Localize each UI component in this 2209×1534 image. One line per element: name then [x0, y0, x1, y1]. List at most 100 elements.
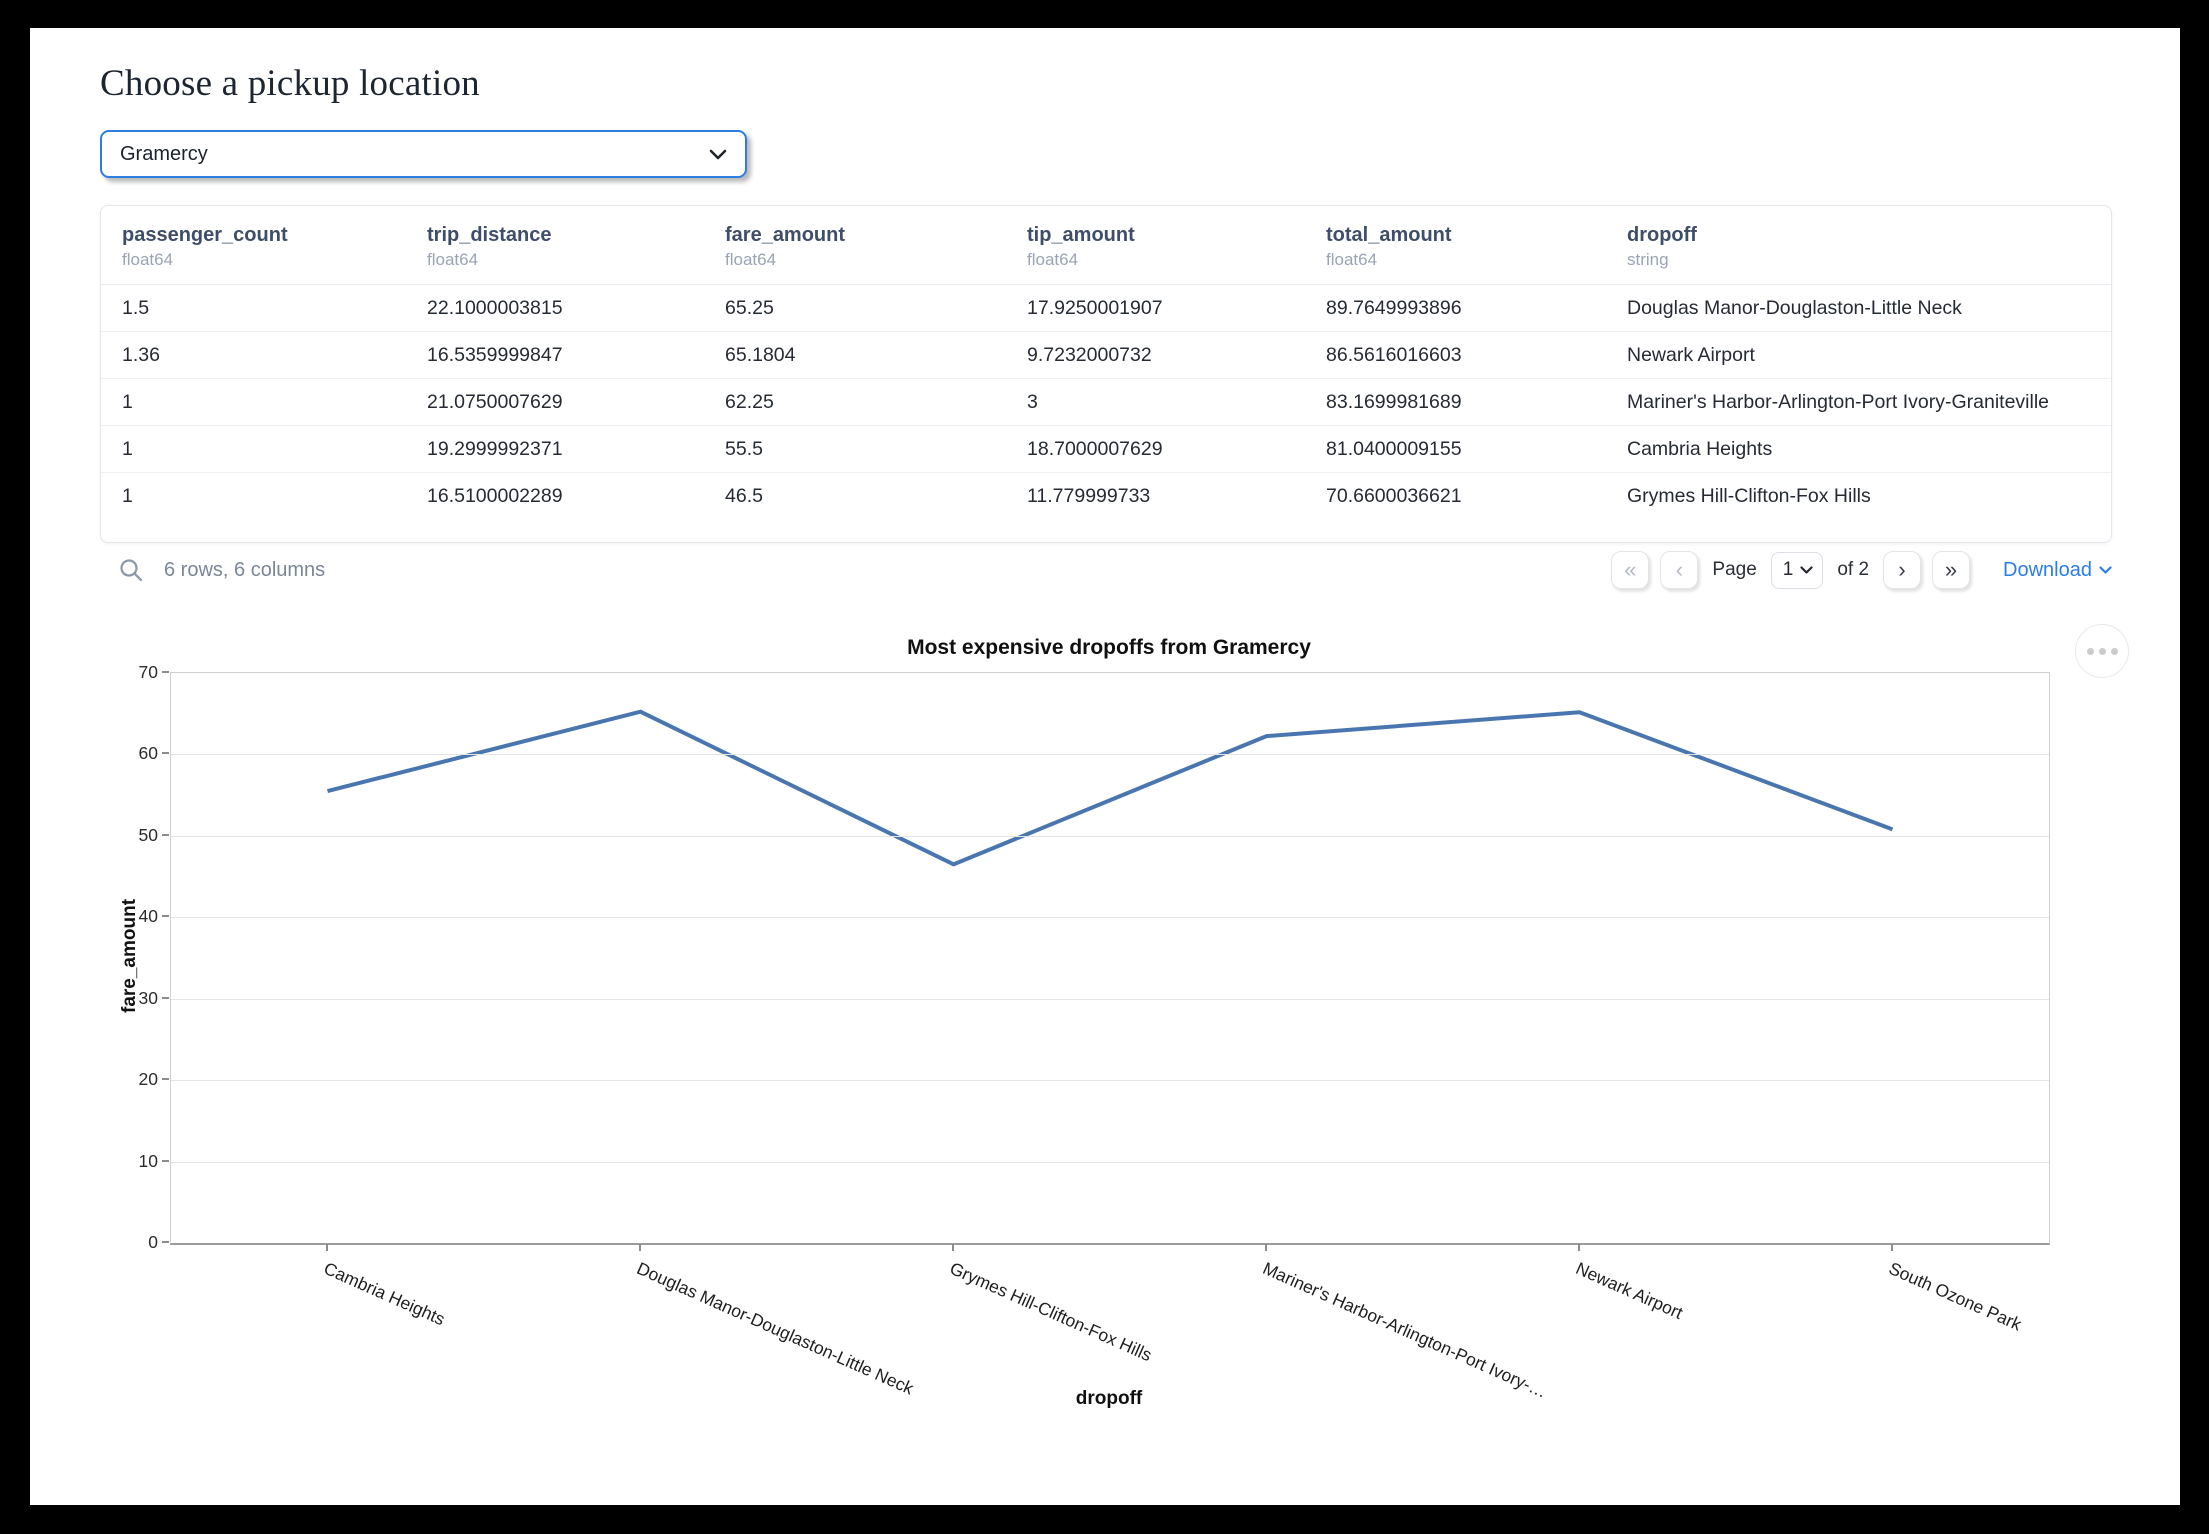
table-row: 1.5 22.1000003815 65.25 17.9250001907 89.764… [101, 285, 2111, 331]
pickup-location-value: Gramercy [120, 142, 208, 165]
x-tick-mark [325, 1244, 328, 1251]
y-tick-label: 70 [138, 662, 158, 682]
column-header: tip_amount float64 [1027, 224, 1326, 270]
gridline [171, 1161, 2049, 1163]
data-table: passenger_count float64 trip_distance float… [100, 205, 2112, 543]
last-page-button[interactable]: » [1932, 551, 1971, 589]
table-cell: 1 [122, 484, 133, 507]
y-tick-label: 40 [138, 906, 158, 927]
y-tick-label: 60 [138, 743, 158, 764]
chart-line [327, 709, 1894, 867]
pickup-location-select[interactable]: Gramercy [100, 130, 747, 178]
table-cell: 1.5 [122, 296, 150, 319]
gridline [171, 1080, 2049, 1082]
y-tick-label: 20 [138, 1069, 158, 1090]
ellipsis-icon [2086, 647, 2094, 655]
table-cell: 83.1699981689 [1326, 390, 1462, 413]
column-header: fare_amount float64 [725, 224, 1027, 270]
download-button[interactable]: Download [2003, 559, 2112, 582]
gridline [171, 998, 2049, 1000]
y-tick-mark [162, 996, 169, 999]
y-tick-mark [162, 833, 169, 836]
app-window: Choose a pickup location Gramercy passen… [30, 28, 2180, 1505]
table-row: 1 19.2999992371 55.5 18.7000007629 81.040000… [101, 425, 2111, 472]
chevron-down-icon [2099, 566, 2112, 574]
y-tick-mark [162, 1078, 169, 1081]
table-cell: 55.5 [725, 437, 763, 460]
table-cell: 21.0750007629 [427, 390, 563, 413]
chart-title: Most expensive dropoffs from Gramercy [907, 636, 1311, 659]
chart-plot[interactable] [170, 672, 2050, 1245]
x-tick-mark [1890, 1244, 1893, 1251]
y-tick-mark [162, 915, 169, 918]
y-tick-label: 50 [138, 824, 158, 845]
table-cell: 11.779999733 [1027, 484, 1151, 507]
column-header: dropoff string [1627, 224, 2111, 270]
y-tick-mark [162, 671, 169, 673]
table-cell: 1 [122, 390, 133, 413]
column-name: tip_amount [1027, 224, 1135, 246]
chevron-down-icon [709, 149, 727, 159]
column-header: passenger_count float64 [122, 224, 427, 270]
column-type: float64 [1027, 250, 1079, 269]
x-tick-mark [1264, 1244, 1267, 1251]
x-axis-title: dropoff [1075, 1388, 1143, 1409]
column-type: float64 [1326, 250, 1378, 269]
chart-canvas [327, 709, 1894, 867]
x-tick-label: Cambria Heights [320, 1258, 448, 1330]
table-cell: 70.6600036621 [1326, 484, 1462, 507]
table-cell: 1.36 [122, 343, 160, 366]
table-cell: 17.9250001907 [1027, 296, 1163, 319]
column-name: total_amount [1326, 224, 1452, 246]
table-body: 1.5 22.1000003815 65.25 17.9250001907 89.764… [101, 285, 2111, 519]
table-cell: Newark Airport [1627, 343, 1755, 366]
x-tick-label: Newark Airport [1572, 1258, 1686, 1323]
x-tick-mark [1577, 1244, 1580, 1251]
y-tick-label: 0 [148, 1232, 158, 1252]
more-options-button[interactable] [2075, 624, 2129, 678]
column-type: float64 [427, 250, 479, 269]
x-tick-label: Grymes Hill-Clifton-Fox Hills [946, 1258, 1155, 1366]
next-page-button[interactable]: › [1883, 551, 1922, 589]
download-label: Download [2003, 558, 2092, 581]
column-type: string [1627, 250, 1669, 269]
table-cell: 65.25 [725, 296, 774, 319]
x-tick-mark [951, 1244, 954, 1251]
table-cell: 89.7649993896 [1326, 296, 1462, 319]
table-row: 1 16.5100002289 46.5 11.779999733 70.6600036… [101, 472, 2111, 519]
first-page-button[interactable]: « [1611, 551, 1650, 589]
table-cell: 22.1000003815 [427, 296, 563, 319]
page-count-label: of 2 [1837, 559, 1870, 580]
column-name: passenger_count [122, 224, 288, 246]
y-tick-mark [162, 752, 169, 755]
table-cell: 81.0400009155 [1326, 437, 1462, 460]
y-tick-label: 30 [138, 987, 158, 1008]
table-cell: Cambria Heights [1627, 437, 1773, 460]
table-row: 1 21.0750007629 62.25 3 83.1699981689 Mariner… [101, 378, 2111, 425]
table-cell: Grymes Hill-Clifton-Fox Hills [1627, 484, 1871, 507]
table-cell: 16.5359999847 [427, 343, 563, 366]
table-cell: 9.7232000732 [1027, 343, 1152, 366]
table-footer: 6 rows, 6 columns « ‹ Page 1 of 2 › » Do… [100, 546, 2112, 594]
table-cell: 16.5100002289 [427, 484, 563, 507]
column-type: float64 [725, 250, 777, 269]
page-title: Choose a pickup location [100, 63, 480, 104]
search-icon[interactable] [118, 557, 144, 583]
column-name: fare_amount [725, 224, 846, 246]
page-number-value: 1 [1782, 559, 1794, 580]
page-label: Page [1712, 559, 1757, 580]
x-tick-label: South Ozone Park [1885, 1258, 2025, 1335]
table-cell: 3 [1027, 390, 1038, 413]
table-row: 1.36 16.5359999847 65.1804 9.7232000732 86.5… [101, 331, 2111, 378]
gridline [171, 917, 2049, 919]
table-header-row: passenger_count float64 trip_distance float… [101, 206, 2111, 285]
x-tick-label: Douglas Manor-Douglaston-Little Neck [633, 1258, 917, 1399]
prev-page-button[interactable]: ‹ [1660, 551, 1699, 589]
page-number-select[interactable]: 1 [1770, 551, 1824, 589]
table-summary: 6 rows, 6 columns [164, 558, 326, 581]
x-tick-mark [638, 1244, 641, 1251]
gridline [171, 835, 2049, 837]
table-cell: 18.7000007629 [1027, 437, 1163, 460]
table-cell: 62.25 [725, 390, 774, 413]
column-header: trip_distance float64 [427, 224, 725, 270]
